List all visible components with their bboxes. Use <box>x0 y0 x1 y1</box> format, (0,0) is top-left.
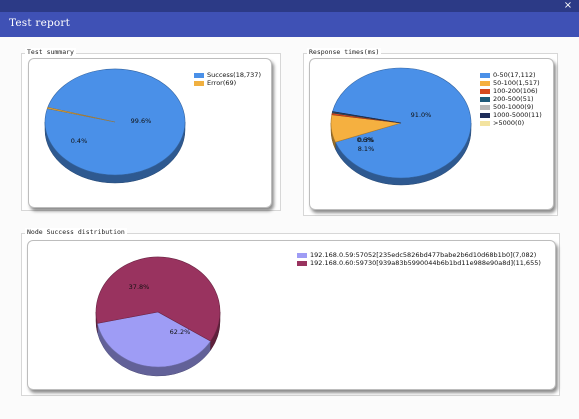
legend-label: 1000-5000(11) <box>493 111 542 119</box>
legend-item: Success(18,737) <box>194 71 261 79</box>
test-summary-label: Test summary <box>25 48 76 56</box>
legend-label: Error(69) <box>207 79 237 87</box>
legend-label: 0-50(17,112) <box>493 71 536 79</box>
legend-swatch <box>480 104 490 110</box>
legend-label: 500-1000(9) <box>493 103 534 111</box>
pie-slice-label: 8.1% <box>358 145 375 153</box>
legend-label: 50-100(1,517) <box>493 79 540 87</box>
window-title: Test report <box>9 17 71 29</box>
pie-slice-label: 0.4% <box>71 137 88 145</box>
pie-slice-label: 62.2% <box>170 328 191 336</box>
pie-slice-error[interactable] <box>46 107 116 123</box>
legend-swatch <box>194 80 204 86</box>
legend-item: 0-50(17,112) <box>480 71 542 79</box>
response-times-pie-chart: 91.0% 8.1%0.6%0.3% <box>330 67 472 186</box>
node-success-pie-chart: 37.8% 62.2% <box>95 256 221 377</box>
pie-slice-label: 37.8% <box>129 283 150 291</box>
legend-label: Success(18,737) <box>207 71 261 79</box>
legend-item: >5000(0) <box>480 119 542 127</box>
close-icon[interactable]: × <box>563 0 573 11</box>
legend-item: 200-500(51) <box>480 95 542 103</box>
response-times-legend: 0-50(17,112) 50-100(1,517) 100-200(106) 200… <box>480 71 542 127</box>
legend-item: 192.168.0.60:59730[939a83b5990044b6b1bd1… <box>297 259 541 267</box>
node-success-label: Node Success distribution <box>25 228 127 236</box>
titlebar-top-strip <box>0 0 579 12</box>
pie-slice-success[interactable] <box>44 68 186 176</box>
response-times-label: Response times(ms) <box>307 48 382 56</box>
legend-swatch <box>480 80 490 86</box>
node-success-chart-frame: 37.8% 62.2% 192.168.0.59:57052[235edc5826… <box>27 240 556 390</box>
legend-label: 192.168.0.59:57052[235edc5826bd477babe2b… <box>310 251 537 259</box>
legend-swatch <box>297 252 307 258</box>
pie-slice-label: 0.6% <box>357 136 374 144</box>
legend-label: 100-200(106) <box>493 87 538 95</box>
pie-slice-label: 91.0% <box>411 111 432 119</box>
legend-swatch <box>297 260 307 266</box>
legend-item: 500-1000(9) <box>480 103 542 111</box>
legend-swatch <box>480 120 490 126</box>
legend-item: 100-200(106) <box>480 87 542 95</box>
test-summary-legend: Success(18,737) Error(69) <box>194 71 261 87</box>
legend-swatch <box>480 112 490 118</box>
legend-item: Error(69) <box>194 79 261 87</box>
legend-item: 50-100(1,517) <box>480 79 542 87</box>
legend-swatch <box>480 88 490 94</box>
pie-slice-label: 99.6% <box>131 117 152 125</box>
legend-label: >5000(0) <box>493 119 525 127</box>
test-summary-chart-frame: 99.6% 0.4% Success(18,737) Error(69) <box>28 58 272 208</box>
test-summary-pie-chart: 99.6% 0.4% <box>44 68 186 184</box>
title-bar <box>0 12 579 37</box>
legend-swatch <box>480 96 490 102</box>
pie-slice-label: 0.3% <box>358 136 375 144</box>
response-times-chart-frame: 91.0% 8.1% 0.6% 0.3% 0-50(17,112) 50-100(1,5… <box>309 58 554 210</box>
legend-label: 192.168.0.60:59730[939a83b5990044b6b1bd1… <box>310 259 541 267</box>
node-success-legend: 192.168.0.59:57052[235edc5826bd477babe2b… <box>297 251 541 267</box>
legend-item: 192.168.0.59:57052[235edc5826bd477babe2b… <box>297 251 541 259</box>
pie-slice-192-168-0-60-59730[interactable] <box>95 256 221 342</box>
legend-label: 200-500(51) <box>493 95 534 103</box>
pie-slice-0-50[interactable] <box>332 67 472 179</box>
pie-slice-1000-5000[interactable] <box>332 111 402 124</box>
legend-swatch <box>480 72 490 78</box>
legend-item: 1000-5000(11) <box>480 111 542 119</box>
legend-swatch <box>194 72 204 78</box>
